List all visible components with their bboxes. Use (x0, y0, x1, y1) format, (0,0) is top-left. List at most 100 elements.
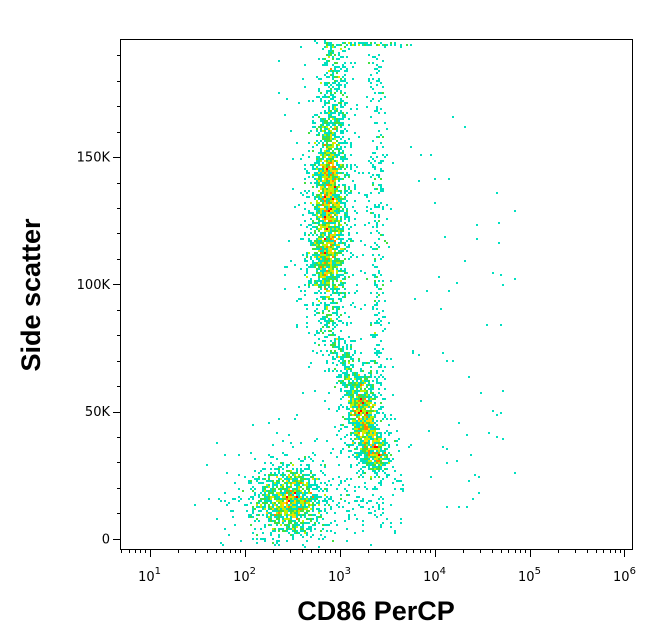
data-point (298, 502, 300, 504)
data-point (306, 326, 308, 328)
data-point (412, 350, 414, 352)
data-point (338, 234, 340, 236)
data-point (294, 488, 296, 490)
data-point (322, 226, 324, 228)
data-point (364, 42, 366, 44)
data-point (388, 322, 390, 324)
data-point (320, 260, 322, 262)
data-point (344, 212, 346, 214)
data-point (336, 120, 338, 122)
data-point (358, 426, 360, 428)
data-point (330, 74, 332, 76)
data-point (326, 166, 328, 168)
data-point (276, 496, 278, 498)
data-point (358, 416, 360, 418)
data-point (290, 522, 292, 524)
data-point (376, 516, 378, 518)
data-point (376, 460, 378, 462)
data-point (350, 146, 352, 148)
data-point (368, 362, 370, 364)
data-point (308, 486, 310, 488)
data-point (348, 394, 350, 396)
data-point (356, 382, 358, 384)
data-point (328, 60, 330, 62)
data-point (322, 136, 324, 138)
data-point (300, 530, 302, 532)
data-point (324, 482, 326, 484)
data-point (348, 258, 350, 260)
data-point (374, 398, 376, 400)
data-point (310, 508, 312, 510)
data-point (374, 446, 376, 448)
x-tick-label: 106 (613, 566, 636, 585)
data-point (322, 198, 324, 200)
data-point (282, 440, 284, 442)
data-point (270, 462, 272, 464)
data-point (350, 164, 352, 166)
data-point (338, 202, 340, 204)
data-point (278, 534, 280, 536)
data-point (350, 42, 352, 44)
data-point (382, 376, 384, 378)
data-point (322, 196, 324, 198)
data-point (326, 440, 328, 442)
data-point (350, 422, 352, 424)
data-point (386, 128, 388, 130)
data-point (370, 366, 372, 368)
data-point (368, 78, 370, 80)
data-point (332, 158, 334, 160)
data-point (346, 478, 348, 480)
data-point (272, 488, 274, 490)
data-point (338, 242, 340, 244)
data-point (320, 186, 322, 188)
data-point (338, 464, 340, 466)
data-point (216, 442, 218, 444)
data-point (326, 336, 328, 338)
data-point (352, 508, 354, 510)
data-point (336, 228, 338, 230)
data-point (322, 538, 324, 540)
data-point (322, 248, 324, 250)
data-point (256, 506, 258, 508)
data-point (358, 486, 360, 488)
data-point (334, 262, 336, 264)
data-point (322, 130, 324, 132)
data-point (290, 476, 292, 478)
data-point (338, 168, 340, 170)
data-point (368, 80, 370, 82)
data-point (384, 464, 386, 466)
data-point (366, 386, 368, 388)
data-point (476, 238, 478, 240)
data-point (330, 212, 332, 214)
data-point (372, 184, 374, 186)
data-point (338, 338, 340, 340)
data-point (338, 54, 340, 56)
data-point (370, 422, 372, 424)
data-point (426, 290, 428, 292)
data-point (276, 432, 278, 434)
data-point (316, 210, 318, 212)
data-point (324, 212, 326, 214)
data-point (300, 238, 302, 240)
data-point (428, 430, 430, 432)
data-point (354, 352, 356, 354)
data-point (332, 174, 334, 176)
data-point (340, 44, 342, 46)
data-point (256, 538, 258, 540)
data-point (366, 194, 368, 196)
data-point (328, 284, 330, 286)
data-point (320, 224, 322, 226)
data-point (296, 480, 298, 482)
data-point (354, 132, 356, 134)
data-point (326, 248, 328, 250)
data-point (320, 270, 322, 272)
data-point (262, 514, 264, 516)
data-point (318, 332, 320, 334)
data-point (314, 504, 316, 506)
data-point (328, 70, 330, 72)
data-point (338, 180, 340, 182)
data-point (342, 358, 344, 360)
data-point (320, 130, 322, 132)
data-point (292, 446, 294, 448)
data-point (340, 178, 342, 180)
